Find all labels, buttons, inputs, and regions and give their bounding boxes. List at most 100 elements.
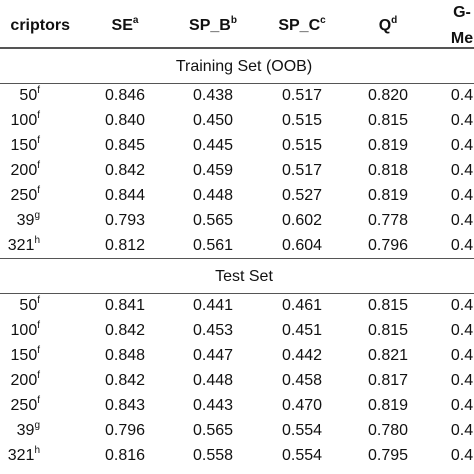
- cell-text: 0.4: [450, 186, 474, 204]
- cell-text: 0.848: [104, 346, 146, 364]
- superscript: f: [37, 84, 40, 96]
- header-cell: Qd: [379, 16, 398, 36]
- row-label: 50f: [19, 84, 40, 106]
- row-label-text: 50: [19, 86, 38, 104]
- cell-text: 0.842: [104, 161, 146, 179]
- table-cell: 0.793: [105, 211, 145, 231]
- cell-text: 0.4: [450, 86, 474, 104]
- table-cell: 0.815: [368, 111, 408, 131]
- cell-text: 0.4: [450, 211, 474, 229]
- cell-text: 0.470: [281, 396, 323, 414]
- table-cell: 0.796: [105, 421, 145, 441]
- cell-text: 0.812: [104, 236, 146, 254]
- cell-text: 0.565: [192, 211, 234, 229]
- superscript: f: [37, 184, 40, 196]
- row-label-text: 250: [10, 186, 38, 204]
- cell-text: 0.821: [367, 346, 409, 364]
- table-cell: 0.458: [282, 371, 322, 391]
- cell-text: 0.4: [450, 371, 474, 389]
- cell-text: 0.816: [104, 446, 146, 464]
- header-rule: [0, 47, 474, 49]
- row-label: 321h: [7, 235, 40, 256]
- table-cell: 0.450: [193, 111, 233, 131]
- cell-text: 0.843: [104, 396, 146, 414]
- row-label-text: 39: [16, 421, 35, 439]
- cell-text: 0.793: [104, 211, 146, 229]
- section-title: Test Set: [215, 267, 273, 287]
- table-cell: 0.4: [451, 296, 473, 316]
- cell-text: 0.4: [450, 346, 474, 364]
- superscript: f: [37, 394, 40, 406]
- row-label: 250f: [10, 184, 40, 206]
- table-cell: 0.821: [368, 346, 408, 366]
- cell-text: 0.4: [450, 421, 474, 439]
- cell-text: 0.845: [104, 136, 146, 154]
- superscript: g: [34, 419, 40, 431]
- table-cell: 0.470: [282, 396, 322, 416]
- table-cell: 0.4: [451, 136, 473, 156]
- table-cell: 0.447: [193, 346, 233, 366]
- cell-text: 0.517: [281, 86, 323, 104]
- row-label: 39g: [17, 210, 40, 231]
- table-cell: 0.448: [193, 371, 233, 391]
- cell-text: 0.4: [450, 236, 474, 254]
- header-text: SP_C: [278, 17, 321, 34]
- superscript: f: [37, 134, 40, 146]
- table-cell: 0.820: [368, 86, 408, 106]
- cell-text: 0.817: [367, 371, 409, 389]
- table-cell: 0.819: [368, 186, 408, 206]
- table-cell: 0.602: [282, 211, 322, 231]
- cell-text: 0.4: [450, 161, 474, 179]
- row-label-text: 321: [7, 236, 35, 254]
- row-label: 150f: [11, 134, 40, 156]
- table-cell: 0.4: [451, 421, 473, 441]
- table-cell: 0.844: [105, 186, 145, 206]
- row-label-text: 200: [10, 371, 38, 389]
- table-cell: 0.812: [105, 236, 145, 256]
- section-rule: [0, 293, 474, 294]
- table-cell: 0.445: [193, 136, 233, 156]
- cell-text: 0.515: [281, 111, 323, 129]
- cell-text: 0.842: [104, 321, 146, 339]
- superscript: a: [132, 15, 139, 26]
- cell-text: 0.445: [192, 136, 234, 154]
- row-label-text: 250: [10, 396, 38, 414]
- table-cell: 0.517: [282, 161, 322, 181]
- table-cell: 0.4: [451, 236, 473, 256]
- header-cell: criptors: [10, 16, 70, 36]
- cell-text: 0.818: [367, 161, 409, 179]
- cell-text: 0.450: [192, 111, 234, 129]
- header-text: criptors: [10, 17, 70, 34]
- table-cell: 0.443: [193, 396, 233, 416]
- header-cell: G-: [453, 3, 471, 23]
- table-cell: 0.815: [368, 296, 408, 316]
- section-title-text: Test Set: [215, 267, 273, 285]
- table-cell: 0.4: [451, 371, 473, 391]
- cell-text: 0.795: [367, 446, 409, 464]
- cell-text: 0.438: [192, 86, 234, 104]
- cell-text: 0.819: [367, 136, 409, 154]
- cell-text: 0.448: [192, 371, 234, 389]
- header-cell: Me: [451, 29, 473, 49]
- row-label-text: 321: [7, 446, 35, 464]
- table-cell: 0.815: [368, 321, 408, 341]
- superscript: f: [37, 369, 40, 381]
- cell-text: 0.778: [367, 211, 409, 229]
- cell-text: 0.780: [367, 421, 409, 439]
- cell-text: 0.815: [367, 321, 409, 339]
- superscript: h: [34, 444, 40, 456]
- superscript: f: [37, 109, 40, 121]
- cell-text: 0.820: [367, 86, 409, 104]
- table-cell: 0.819: [368, 396, 408, 416]
- cell-text: 0.453: [192, 321, 234, 339]
- table-cell: 0.565: [193, 211, 233, 231]
- cell-text: 0.447: [192, 346, 234, 364]
- cell-text: 0.527: [281, 186, 323, 204]
- table-cell: 0.4: [451, 321, 473, 341]
- table-cell: 0.4: [451, 186, 473, 206]
- cell-text: 0.841: [104, 296, 146, 314]
- table-cell: 0.442: [282, 346, 322, 366]
- header-text: G-: [453, 4, 471, 21]
- cell-text: 0.458: [281, 371, 323, 389]
- row-label: 250f: [10, 394, 40, 416]
